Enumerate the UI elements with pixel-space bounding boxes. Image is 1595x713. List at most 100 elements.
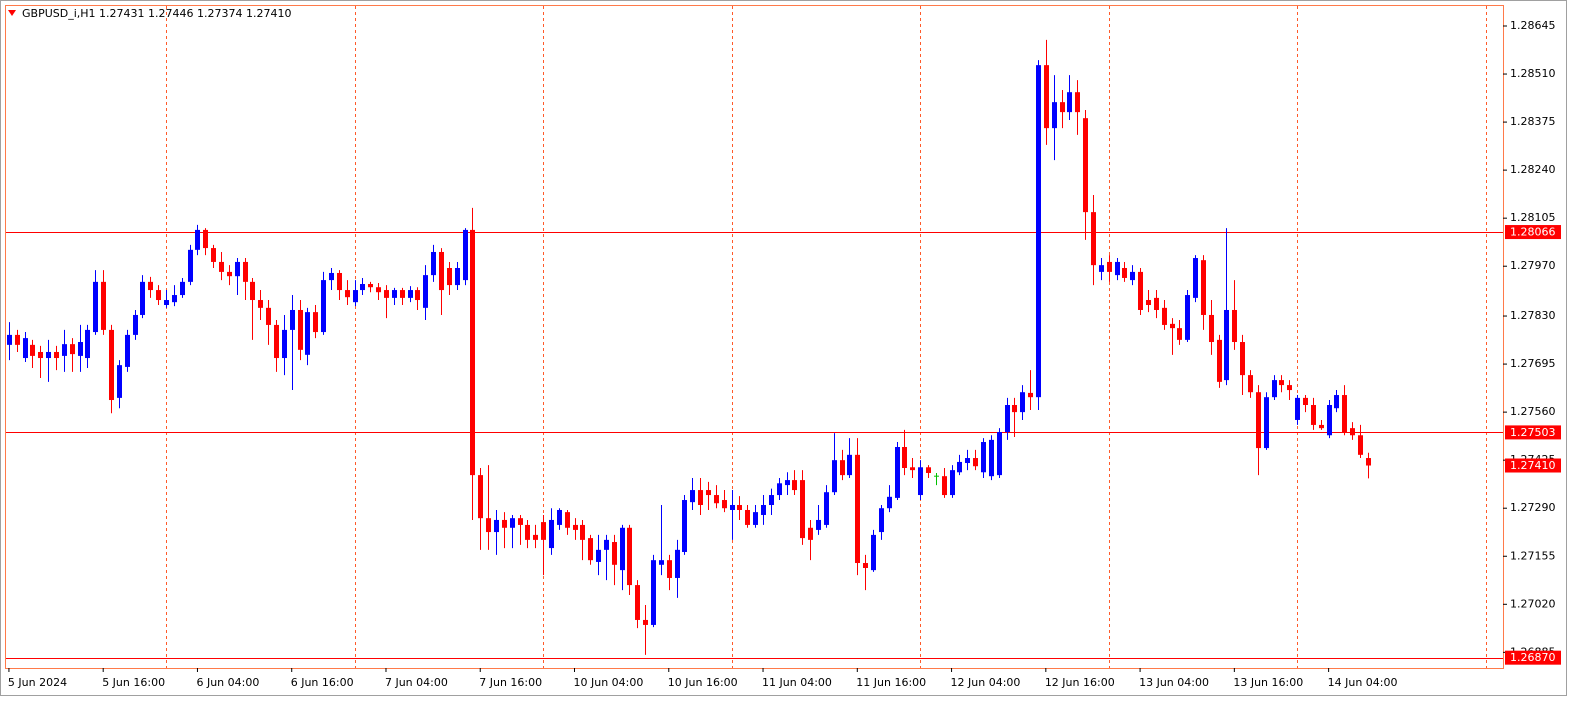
- candle-body: [1107, 261, 1112, 272]
- candle-body: [502, 519, 507, 528]
- candle-body: [785, 480, 790, 486]
- candle-body: [1005, 405, 1010, 433]
- candle-body: [227, 271, 232, 277]
- candle-body: [1154, 297, 1159, 310]
- candle-body: [620, 527, 625, 571]
- y-tick-label: 1.27290: [1510, 501, 1556, 514]
- candle-body: [588, 538, 593, 561]
- chart-frame: [0, 0, 1567, 696]
- x-tick-label: 14 Jun 04:00: [1328, 676, 1398, 689]
- price-box-label: 1.27503: [1510, 426, 1556, 439]
- candle-body: [769, 495, 774, 506]
- candle-body: [62, 344, 67, 356]
- candle-body: [1185, 295, 1190, 340]
- candle-body: [250, 281, 255, 301]
- candle-body: [722, 500, 727, 509]
- candle-body: [1264, 397, 1269, 449]
- candle-body: [714, 495, 719, 504]
- candle-body: [164, 300, 169, 306]
- candle-body: [1130, 271, 1135, 281]
- candle-body: [85, 329, 90, 359]
- candle-body: [737, 505, 742, 510]
- candle-body: [7, 334, 12, 345]
- candle-body: [203, 229, 208, 249]
- y-tick-label: 1.28105: [1510, 211, 1556, 224]
- candle-body: [745, 509, 750, 525]
- candle-body: [423, 275, 428, 308]
- candle-body: [376, 287, 381, 293]
- candle-body: [816, 519, 821, 530]
- candle-body: [1075, 92, 1080, 113]
- candle-body: [1170, 323, 1175, 329]
- candle-body: [863, 563, 868, 568]
- candle-body: [596, 549, 601, 562]
- candle-body: [1012, 405, 1017, 413]
- candle-body: [753, 512, 758, 525]
- candle-body: [109, 329, 114, 401]
- candle-body: [855, 454, 860, 564]
- candle-body: [730, 505, 735, 510]
- candle-body: [117, 365, 122, 398]
- candle-body: [368, 284, 373, 288]
- y-tick-label: 1.28240: [1510, 163, 1556, 176]
- candle-body: [1138, 271, 1143, 310]
- candle-body: [290, 309, 295, 330]
- y-tick-label: 1.28645: [1510, 19, 1556, 32]
- candle-body: [156, 290, 161, 301]
- candle-body: [1036, 65, 1041, 398]
- x-tick-label: 11 Jun 16:00: [856, 676, 926, 689]
- candle-body: [392, 290, 397, 298]
- candle-body: [800, 480, 805, 539]
- candle-body: [133, 314, 138, 335]
- candle-body: [400, 290, 405, 298]
- candle-body: [1295, 397, 1300, 420]
- x-tick-label: 12 Jun 16:00: [1045, 676, 1115, 689]
- candle-body: [1193, 258, 1198, 298]
- candle-body: [494, 519, 499, 533]
- candle-body: [1083, 118, 1088, 213]
- candle-body: [580, 524, 585, 540]
- candle-body: [329, 272, 334, 281]
- candle-body: [1209, 314, 1214, 343]
- candle-body: [981, 442, 986, 473]
- price-box: [1505, 225, 1561, 240]
- candle-body: [1028, 392, 1033, 398]
- candle-body: [1044, 65, 1049, 129]
- price-box: [1505, 458, 1561, 473]
- y-tick-label: 1.28510: [1510, 67, 1556, 80]
- x-tick-label: 7 Jun 04:00: [385, 676, 448, 689]
- candle-body: [415, 290, 420, 301]
- candle-body: [698, 490, 703, 506]
- candle-body: [989, 439, 994, 477]
- title-marker: [8, 10, 16, 16]
- x-tick-label: 6 Jun 16:00: [291, 676, 354, 689]
- candle-body: [1224, 309, 1229, 381]
- candle-body: [533, 534, 538, 540]
- candle-body: [282, 329, 287, 359]
- candle-body: [15, 334, 20, 345]
- candle-body: [1052, 102, 1057, 129]
- candle-body: [518, 518, 523, 525]
- candle-body: [274, 324, 279, 359]
- candle-body: [463, 229, 468, 281]
- candle-body: [266, 307, 271, 325]
- candle-body: [957, 461, 962, 473]
- x-tick-label: 6 Jun 04:00: [196, 676, 259, 689]
- candle-body: [635, 585, 640, 620]
- candle-body: [337, 272, 342, 291]
- candle-body: [1217, 339, 1222, 382]
- candle-body: [321, 280, 326, 333]
- candle-body: [824, 492, 829, 525]
- candle-body: [973, 458, 978, 467]
- candle-body: [965, 458, 970, 464]
- candle-body: [360, 284, 365, 291]
- candle-body: [1334, 395, 1339, 409]
- candle-body: [30, 344, 35, 356]
- candle-body: [1060, 102, 1065, 113]
- candle-body: [431, 251, 436, 276]
- candle-body: [1099, 265, 1104, 272]
- candle-body: [525, 524, 530, 540]
- candle-body: [235, 261, 240, 277]
- candle-body: [604, 539, 609, 550]
